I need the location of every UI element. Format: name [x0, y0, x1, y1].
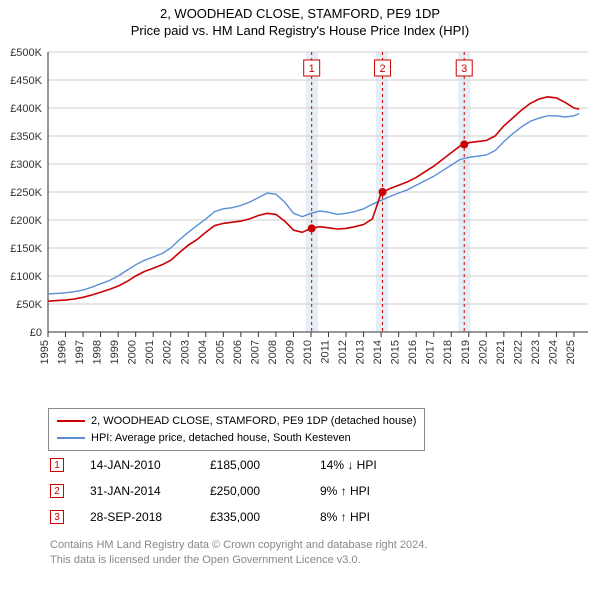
svg-text:3: 3: [461, 63, 467, 75]
transaction-delta: 8% ↑ HPI: [320, 510, 420, 524]
svg-text:2013: 2013: [355, 340, 367, 364]
svg-text:2001: 2001: [144, 340, 156, 364]
svg-text:2008: 2008: [267, 340, 279, 364]
svg-text:1998: 1998: [92, 340, 104, 364]
svg-text:2023: 2023: [530, 340, 542, 364]
transaction-price: £335,000: [210, 510, 320, 524]
footer-attribution: Contains HM Land Registry data © Crown c…: [50, 538, 427, 568]
svg-text:1: 1: [309, 63, 315, 75]
svg-text:2018: 2018: [442, 340, 454, 364]
legend-swatch: [57, 420, 85, 422]
svg-text:2000: 2000: [127, 340, 139, 364]
svg-text:2006: 2006: [232, 340, 244, 364]
svg-text:2009: 2009: [284, 340, 296, 364]
svg-text:2: 2: [379, 63, 385, 75]
svg-text:2020: 2020: [477, 340, 489, 364]
transaction-delta: 9% ↑ HPI: [320, 484, 420, 498]
transaction-date: 28-SEP-2018: [90, 510, 210, 524]
svg-text:£500K: £500K: [10, 47, 42, 59]
svg-text:£450K: £450K: [10, 75, 42, 87]
page-title: 2, WOODHEAD CLOSE, STAMFORD, PE9 1DP: [0, 0, 600, 21]
svg-text:2025: 2025: [565, 340, 577, 364]
transaction-row: 3 28-SEP-2018£335,0008% ↑ HPI: [50, 504, 420, 530]
legend-item: HPI: Average price, detached house, Sout…: [57, 430, 416, 447]
transaction-row: 1 14-JAN-2010£185,00014% ↓ HPI: [50, 452, 420, 478]
svg-text:£250K: £250K: [10, 187, 42, 199]
legend-item: 2, WOODHEAD CLOSE, STAMFORD, PE9 1DP (de…: [57, 413, 416, 430]
svg-text:2007: 2007: [249, 340, 261, 364]
page-subtitle: Price paid vs. HM Land Registry's House …: [0, 21, 600, 42]
legend-label: HPI: Average price, detached house, Sout…: [91, 430, 351, 447]
svg-text:2021: 2021: [495, 340, 507, 364]
legend: 2, WOODHEAD CLOSE, STAMFORD, PE9 1DP (de…: [48, 408, 425, 451]
price-chart: £0 £50K £100K £150K £200K £250K £300K £350K £400…: [0, 46, 600, 406]
svg-text:2012: 2012: [337, 340, 349, 364]
svg-text:2003: 2003: [179, 340, 191, 364]
footer-line2: This data is licensed under the Open Gov…: [50, 553, 427, 568]
svg-text:£200K: £200K: [10, 215, 42, 227]
svg-text:2022: 2022: [512, 340, 524, 364]
legend-label: 2, WOODHEAD CLOSE, STAMFORD, PE9 1DP (de…: [91, 413, 416, 430]
svg-text:1999: 1999: [109, 340, 121, 364]
svg-text:2015: 2015: [390, 340, 402, 364]
svg-text:2002: 2002: [162, 340, 174, 364]
transaction-date: 31-JAN-2014: [90, 484, 210, 498]
transaction-row: 2 31-JAN-2014£250,0009% ↑ HPI: [50, 478, 420, 504]
transaction-price: £185,000: [210, 458, 320, 472]
svg-text:£0: £0: [30, 327, 42, 339]
transaction-date: 14-JAN-2010: [90, 458, 210, 472]
svg-text:£400K: £400K: [10, 103, 42, 115]
svg-text:£300K: £300K: [10, 159, 42, 171]
svg-text:2016: 2016: [407, 340, 419, 364]
transaction-price: £250,000: [210, 484, 320, 498]
svg-text:1997: 1997: [74, 340, 86, 364]
transaction-marker: 2: [50, 484, 64, 498]
svg-text:2011: 2011: [320, 340, 332, 364]
svg-text:2019: 2019: [460, 340, 472, 364]
svg-text:£100K: £100K: [10, 271, 42, 283]
transactions-table: 1 14-JAN-2010£185,00014% ↓ HPI 2 31-JAN-201…: [50, 452, 420, 530]
svg-text:2005: 2005: [214, 340, 226, 364]
svg-text:2024: 2024: [547, 340, 559, 364]
footer-line1: Contains HM Land Registry data © Crown c…: [50, 538, 427, 553]
svg-text:2004: 2004: [197, 340, 209, 364]
svg-text:1995: 1995: [39, 340, 51, 364]
svg-text:£350K: £350K: [10, 131, 42, 143]
svg-text:2014: 2014: [372, 340, 384, 364]
transaction-delta: 14% ↓ HPI: [320, 458, 420, 472]
svg-text:1996: 1996: [57, 340, 69, 364]
svg-text:2017: 2017: [425, 340, 437, 364]
svg-text:2010: 2010: [302, 340, 314, 364]
svg-text:£150K: £150K: [10, 243, 42, 255]
legend-swatch: [57, 437, 85, 439]
transaction-marker: 3: [50, 510, 64, 524]
transaction-marker: 1: [50, 458, 64, 472]
svg-text:£50K: £50K: [16, 299, 42, 311]
